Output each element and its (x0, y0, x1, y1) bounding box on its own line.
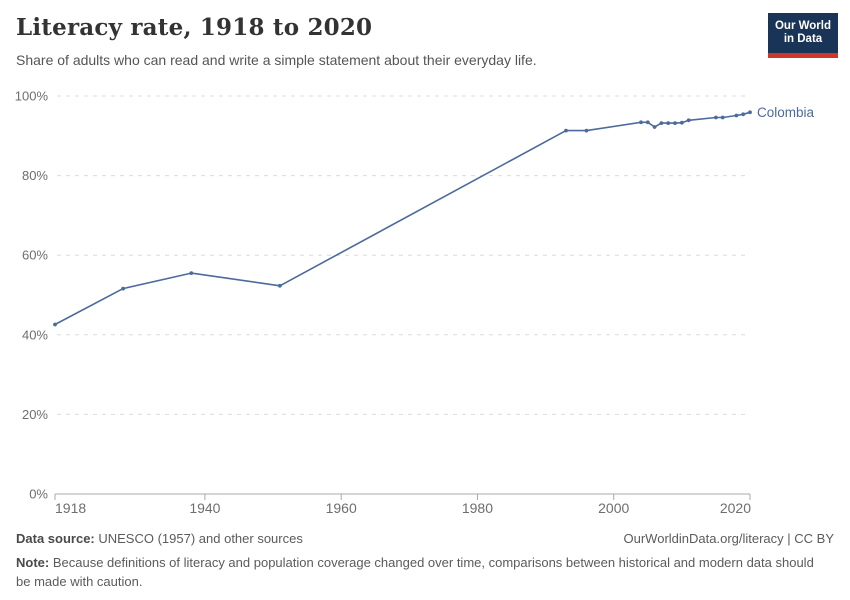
owid-logo[interactable]: Our World in Data (768, 13, 838, 58)
owid-logo-line2: in Data (783, 33, 823, 45)
x-axis-tick-label: 1960 (326, 500, 357, 516)
data-point-marker[interactable] (680, 120, 684, 125)
data-point-marker[interactable] (564, 128, 568, 133)
data-point-marker[interactable] (666, 121, 671, 125)
data-source-label: Data source: (16, 531, 95, 546)
data-point-marker[interactable] (121, 286, 125, 291)
data-point-marker[interactable] (673, 121, 677, 125)
footnote: Note: Because definitions of literacy an… (16, 554, 816, 592)
data-point-marker[interactable] (652, 125, 657, 129)
page-title: Literacy rate, 1918 to 2020 (16, 14, 373, 41)
series-line-colombia[interactable] (54, 111, 751, 326)
series-end-label-colombia[interactable]: Colombia (757, 105, 815, 120)
x-axis-tick-label: 1980 (462, 500, 493, 516)
data-point-marker[interactable] (720, 115, 725, 120)
y-axis-tick-label: 40% (22, 327, 48, 342)
y-axis-tick-label: 60% (22, 248, 48, 263)
data-point-marker[interactable] (584, 128, 589, 133)
data-point-marker[interactable] (741, 112, 746, 117)
credit-link[interactable]: OurWorldinData.org/literacy | CC BY (623, 531, 834, 546)
footnote-text: Because definitions of literacy and popu… (16, 554, 814, 589)
data-point-marker[interactable] (714, 115, 718, 120)
data-point-marker[interactable] (278, 283, 282, 288)
y-axis-tick-label: 20% (22, 407, 48, 422)
chart-footer: Data source: UNESCO (1957) and other sou… (0, 520, 850, 592)
chart-header: Literacy rate, 1918 to 2020 Share of adu… (0, 0, 850, 75)
x-axis-tick-label: 2000 (598, 500, 629, 516)
data-point-marker[interactable] (645, 120, 650, 125)
data-point-marker[interactable] (659, 121, 664, 125)
owid-logo-line1: Our World (774, 20, 831, 32)
y-axis-tick-label: 80% (22, 168, 48, 183)
footnote-label: Note: (16, 554, 50, 570)
line-chart[interactable]: 0% 20% 40% 60% 80% 100% 1918 1940 1960 1980 2000 20… (0, 75, 850, 520)
x-axis-tick-label: 1918 (55, 500, 86, 516)
data-point-marker[interactable] (686, 118, 691, 123)
owid-logo-box: Our World in Data (768, 13, 838, 58)
data-point-marker[interactable] (189, 271, 194, 275)
data-point-marker[interactable] (734, 113, 739, 118)
y-axis-tick-label: 100% (15, 89, 49, 104)
data-point-marker[interactable] (53, 322, 57, 327)
chart-area[interactable]: 0% 20% 40% 60% 80% 100% 1918 1940 1960 1980 2000 20… (0, 75, 850, 520)
data-source: Data source: UNESCO (1957) and other sou… (16, 530, 303, 549)
chart-subtitle: Share of adults who can read and write a… (16, 52, 537, 68)
data-point-marker[interactable] (748, 110, 752, 115)
y-axis-tick-label: 0% (29, 487, 48, 502)
data-point-marker[interactable] (639, 120, 643, 125)
data-source-text: UNESCO (1957) and other sources (94, 531, 303, 546)
x-axis-tick-label: 1940 (189, 500, 220, 516)
x-axis-tick-label: 2020 (720, 500, 751, 516)
